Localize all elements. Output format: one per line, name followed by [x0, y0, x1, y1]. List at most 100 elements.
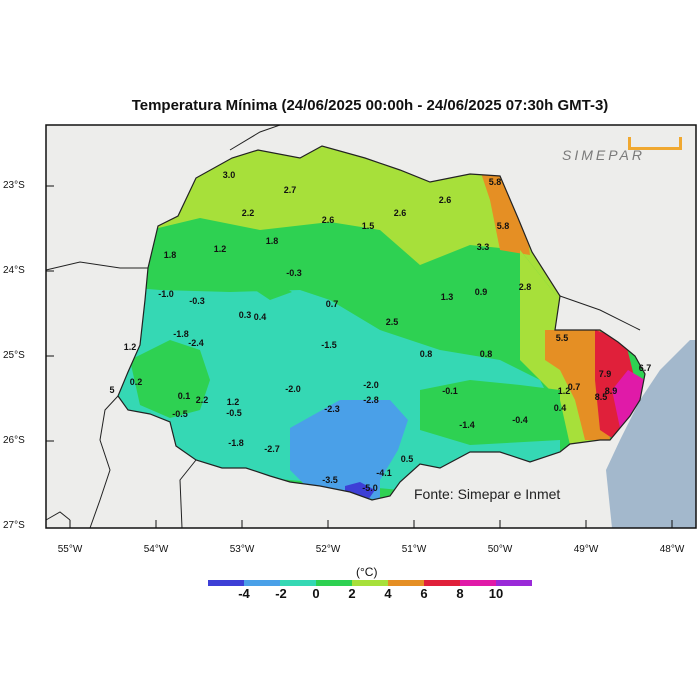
station-value: -2.3	[324, 404, 340, 414]
colorbar-segment	[460, 580, 496, 586]
station-value: 1.2	[123, 342, 137, 352]
station-value: 7.9	[598, 369, 612, 379]
station-value: -4.1	[376, 468, 392, 478]
station-value: 3.3	[476, 242, 490, 252]
logo-mark-icon	[628, 137, 682, 150]
station-value: 1.2	[557, 386, 571, 396]
colorbar-segment	[316, 580, 352, 586]
station-value: 5.8	[496, 221, 510, 231]
station-value: 2.2	[241, 208, 255, 218]
border-ms	[45, 261, 148, 271]
lat-label-27: 27°S	[3, 520, 25, 531]
colorbar-tick: -4	[238, 586, 250, 601]
station-value: 5.8	[488, 177, 502, 187]
colorbar-segment	[352, 580, 388, 586]
border-paraguay	[89, 395, 119, 529]
station-value: 0.3	[238, 310, 252, 320]
lon-label-49: 49°W	[573, 544, 599, 555]
axis-ticks	[46, 185, 673, 528]
station-value: -0.5	[172, 409, 188, 419]
station-value: -2.8	[363, 395, 379, 405]
station-value: 0.8	[479, 349, 493, 359]
state-border	[117, 145, 646, 501]
lon-label-51: 51°W	[401, 544, 427, 555]
logo-text: SIMEPAR	[562, 147, 645, 163]
station-value: -5.0	[362, 483, 378, 493]
lon-label-53: 53°W	[229, 544, 255, 555]
ocean	[606, 340, 696, 528]
station-value: -0.3	[189, 296, 205, 306]
station-value: 2.7	[283, 185, 297, 195]
map-title: Temperatura Mínima (24/06/2025 00:00h - …	[131, 97, 609, 114]
station-value: 1.8	[265, 236, 279, 246]
station-value: 1.2	[226, 397, 240, 407]
station-value: 6.7	[638, 363, 652, 373]
station-value: 3.0	[222, 170, 236, 180]
simepar-logo: SIMEPAR	[562, 137, 684, 167]
lat-label-23: 23°S	[3, 180, 25, 191]
station-value: 1.8	[163, 250, 177, 260]
station-value: 8.9	[604, 386, 618, 396]
station-value: -1.8	[228, 438, 244, 448]
station-value: 5.5	[555, 333, 569, 343]
station-value: -2.0	[285, 384, 301, 394]
station-value: 0.1	[177, 391, 191, 401]
station-value: 1.3	[440, 292, 454, 302]
station-value: 0.5	[400, 454, 414, 464]
station-value: 0.4	[253, 312, 267, 322]
station-value: 0.2	[129, 377, 143, 387]
colorbar	[208, 580, 532, 586]
colorbar-tick: 8	[456, 586, 464, 601]
station-value: 0.7	[325, 299, 339, 309]
border-sp-north	[229, 124, 281, 151]
colorbar-tick: 6	[420, 586, 428, 601]
colorbar-segment	[208, 580, 244, 586]
station-value: -1.8	[173, 329, 189, 339]
border-southwest	[45, 511, 71, 521]
lon-label-50: 50°W	[487, 544, 513, 555]
station-value: 0.4	[553, 403, 567, 413]
colorbar-tick: 4	[384, 586, 392, 601]
station-value: -1.4	[459, 420, 475, 430]
colorbar-segment	[244, 580, 280, 586]
lon-label-54: 54°W	[143, 544, 169, 555]
map-border	[45, 124, 697, 529]
lat-label-25: 25°S	[3, 350, 25, 361]
station-value: 0.8	[419, 349, 433, 359]
station-value: -0.5	[226, 408, 242, 418]
station-value: 2.2	[195, 395, 209, 405]
colorbar-tick: 2	[348, 586, 356, 601]
lon-label-52: 52°W	[315, 544, 341, 555]
station-value: -2.7	[264, 444, 280, 454]
colorbar-segment	[496, 580, 532, 586]
source-credit: Fonte: Simepar e Inmet	[414, 486, 561, 502]
lat-label-26: 26°S	[3, 435, 25, 446]
colorbar-tick: -2	[275, 586, 287, 601]
colorbar-segment	[424, 580, 460, 586]
lon-label-55: 55°W	[57, 544, 83, 555]
colorbar-tick: 10	[488, 586, 504, 601]
border-sp-east	[559, 295, 641, 331]
station-value: -1.0	[158, 289, 174, 299]
station-value: 0.9	[474, 287, 488, 297]
station-value: 1.5	[361, 221, 375, 231]
colorbar-segment	[280, 580, 316, 586]
station-value: -1.5	[321, 340, 337, 350]
station-value: -0.4	[512, 415, 528, 425]
station-value: 2.8	[518, 282, 532, 292]
colorbar-unit: (°C)	[356, 565, 378, 579]
station-value: 2.6	[393, 208, 407, 218]
station-value: -0.3	[286, 268, 302, 278]
station-value: 1.2	[213, 244, 227, 254]
station-value: 0.7	[567, 382, 581, 392]
colorbar-segment	[388, 580, 424, 586]
border-argentina	[179, 459, 197, 529]
station-value: -3.5	[322, 475, 338, 485]
station-value: 5	[109, 385, 115, 395]
station-value: 2.6	[321, 215, 335, 225]
colorbar-tick: 0	[312, 586, 320, 601]
station-value: -0.1	[442, 386, 458, 396]
station-value: 8.5	[594, 392, 608, 402]
station-value: 2.5	[385, 317, 399, 327]
